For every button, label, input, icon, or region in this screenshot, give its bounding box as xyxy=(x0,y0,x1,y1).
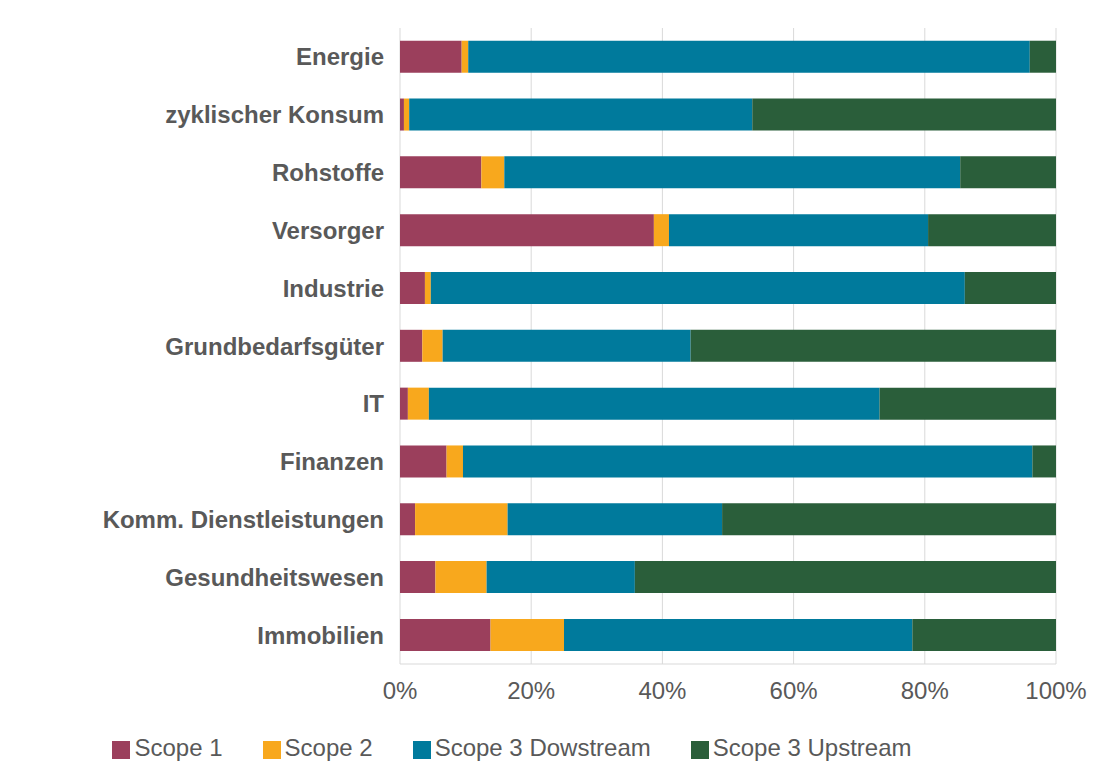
html-text:Scope 2: Scope 2 xyxy=(284,734,373,761)
svg-text:0%: 0% xyxy=(383,677,418,704)
svg-text:100%: 100% xyxy=(1025,677,1086,704)
svg-text:20%: 20% xyxy=(507,677,555,704)
svg-text:Rohstoffe: Rohstoffe xyxy=(272,159,384,186)
svg-text:Energie: Energie xyxy=(296,43,384,70)
svg-text:40%: 40% xyxy=(638,677,686,704)
svg-text:Versorger: Versorger xyxy=(272,217,384,244)
html-text:Scope 3 Upstream: Scope 3 Upstream xyxy=(712,734,912,761)
svg-text:Industrie: Industrie xyxy=(283,275,384,302)
svg-text:80%: 80% xyxy=(901,677,949,704)
html-text:Scope 3 Dowstream: Scope 3 Dowstream xyxy=(434,734,651,761)
svg-text:IT: IT xyxy=(363,390,385,417)
svg-text:Finanzen: Finanzen xyxy=(280,448,384,475)
svg-text:Komm. Dienstleistungen: Komm. Dienstleistungen xyxy=(103,506,384,533)
svg-text:60%: 60% xyxy=(770,677,818,704)
html-text:Scope 1: Scope 1 xyxy=(134,734,223,761)
svg-text:Immobilien: Immobilien xyxy=(257,622,384,649)
svg-text:Grundbedarfsgüter: Grundbedarfsgüter xyxy=(165,333,384,360)
svg-text:Gesundheitswesen: Gesundheitswesen xyxy=(165,564,384,591)
svg-text:zyklischer Konsum: zyklischer Konsum xyxy=(165,101,384,128)
